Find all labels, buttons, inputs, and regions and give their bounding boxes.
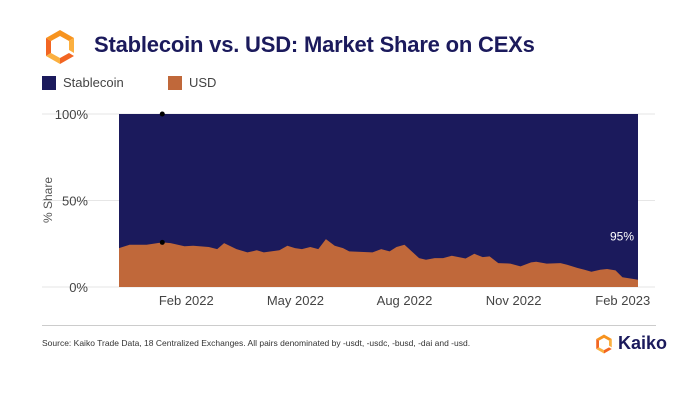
annotation-label: 95%	[610, 229, 634, 243]
kaiko-logo-icon	[46, 30, 74, 64]
x-tick-label: Feb 2022	[159, 293, 214, 308]
y-tick-label: 100%	[55, 107, 89, 122]
legend-item-usd: USD	[168, 75, 216, 90]
legend-label: Stablecoin	[63, 75, 124, 90]
series-area-usd	[119, 239, 638, 287]
legend-item-stablecoin: Stablecoin	[42, 75, 124, 90]
y-tick-label: 50%	[62, 194, 88, 209]
divider	[42, 325, 656, 326]
marker-point	[159, 239, 165, 245]
legend-swatch-stablecoin	[42, 75, 56, 90]
legend-swatch-usd	[168, 75, 182, 90]
kaiko-logo-icon	[596, 334, 612, 353]
legend-label: USD	[189, 75, 217, 90]
kaiko-brand: Kaiko	[594, 333, 667, 354]
source-note: Source: Kaiko Trade Data, 18 Centralized…	[42, 338, 471, 348]
x-tick-label: Feb 2023	[595, 293, 650, 308]
y-tick-label: 0%	[69, 280, 88, 295]
marker-point	[159, 111, 165, 117]
y-axis-label: % Share	[41, 177, 55, 223]
x-tick-label: Nov 2022	[486, 293, 542, 308]
chart-title: Stablecoin vs. USD: Market Share on CEXs	[94, 32, 535, 57]
area-chart: 0% 50% 100% Feb 2022 May 2022 Aug 2022 Nov 202…	[41, 107, 655, 308]
brand-name: Kaiko	[618, 333, 668, 353]
x-tick-label: May 2022	[267, 293, 324, 308]
x-tick-label: Aug 2022	[377, 293, 433, 308]
